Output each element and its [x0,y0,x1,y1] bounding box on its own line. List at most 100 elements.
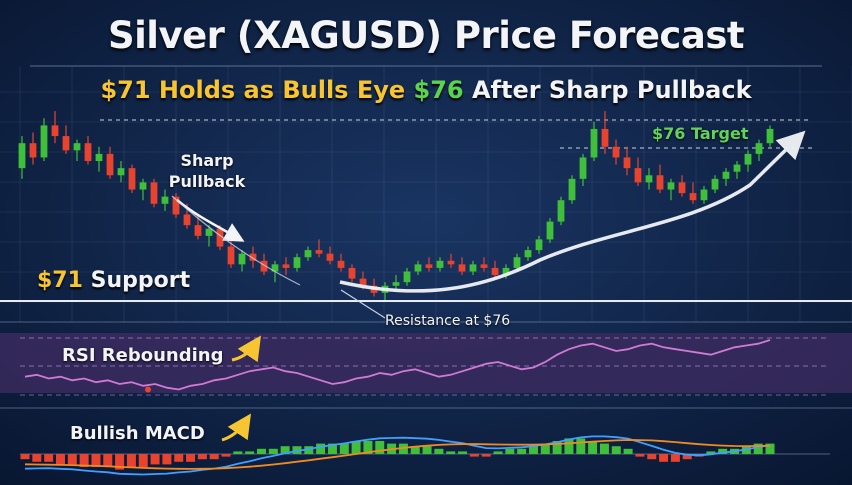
macd-bar [126,454,136,467]
candle [315,239,323,258]
macd-bar [363,441,373,454]
macd-bar [339,443,349,454]
candle [29,132,37,165]
candle-body [139,182,147,190]
candle [733,161,741,179]
macd-bar [351,441,361,454]
macd-bar [150,454,160,465]
candle-body [656,175,664,190]
candle-body [546,221,554,240]
candle-body [150,182,158,204]
candle-body [414,264,422,272]
candle [106,146,114,179]
candle-body [689,193,697,201]
macd-bar [197,454,207,460]
macd-bar [564,438,574,454]
macd-bar [44,454,54,462]
macd-bar [505,448,515,454]
macd-bar [682,454,692,460]
candle-body [469,264,477,272]
candle-body [172,196,180,215]
macd-bar [327,443,337,454]
candle-body [161,196,169,204]
candle-body [392,282,400,286]
candle-body [579,157,587,179]
candle-body [249,253,257,261]
rsi-panel [0,333,852,393]
macd-bar [765,443,775,454]
macd-bar [410,446,420,454]
macd-bar [233,451,243,454]
candle-body [238,253,246,265]
macd-bar [32,454,42,462]
candle [84,136,92,165]
macd-bar [316,443,326,454]
candle [645,168,653,190]
candle-body [18,143,26,169]
candle [557,196,565,226]
candle-body [634,168,642,183]
candle-body [51,125,59,137]
candle-body [40,125,48,158]
resistance-pointer [340,289,386,319]
macd-bar [434,448,444,454]
candle [568,175,576,204]
candle [337,253,345,272]
subtitle-part3: After Sharp Pullback [463,76,752,104]
subtitle: $71 Holds as Bulls Eye $76 After Sharp P… [0,76,852,104]
candle [590,121,598,162]
candle-body [590,128,598,158]
candle-body [568,178,576,201]
candle-body [700,189,708,201]
candle [128,164,136,194]
candle [304,246,312,261]
candle-body [480,264,488,268]
candle [634,157,642,186]
candle-body [348,267,356,279]
macd-bar [304,446,314,454]
candle [766,125,774,147]
candle-body [293,257,301,268]
candle [73,139,81,162]
macd-bar [517,448,527,454]
candle [161,189,169,211]
macd-bar [481,454,491,457]
macd-bar [245,451,255,454]
candle-body [73,143,81,151]
macd-bar [635,454,645,457]
candle-body [535,239,543,251]
rsi-low-marker [145,386,151,393]
macd-bar [706,451,716,454]
candle-body [337,260,345,268]
macd-bar [588,441,598,454]
candle [546,218,554,243]
candle [623,146,631,176]
candle-body [403,271,411,283]
macd-arrow [221,413,251,442]
candle [601,111,609,154]
page-title: Silver (XAGUSD) Price Forecast [107,14,745,57]
rsi-line [24,339,771,391]
support-label: $71 Support [37,268,190,293]
candle [722,168,730,186]
trend-arrow [339,130,806,293]
macd-bar [67,454,77,465]
candle [425,257,433,272]
candle [755,139,763,162]
macd-bar [659,454,669,462]
candle-body [744,153,752,165]
macd-bar [552,441,562,454]
candle-body [359,278,367,286]
candle-body [183,214,191,226]
candle-body [755,143,763,154]
candle [491,260,499,279]
candle [524,246,532,261]
macd-bar [186,454,196,462]
candle [282,257,290,276]
candle [62,125,70,154]
candle [392,275,400,290]
pullback-arrow [176,199,245,242]
candle [711,175,719,194]
